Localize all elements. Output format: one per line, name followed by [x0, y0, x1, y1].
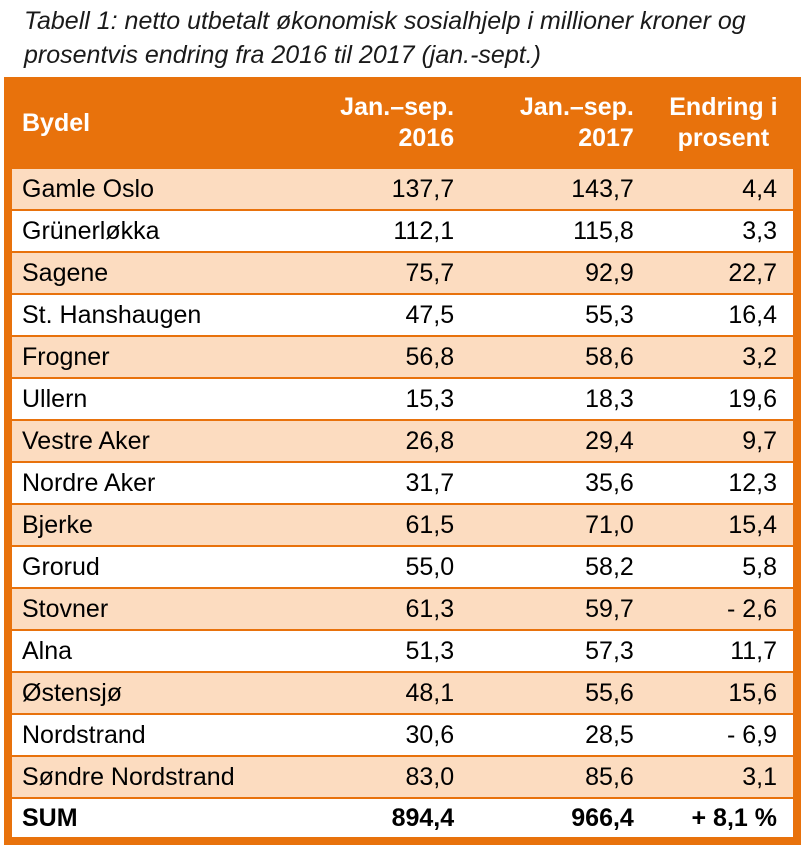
cell-2017: 55,3	[464, 295, 644, 337]
table-row: Grorud 55,0 58,2 5,8	[12, 547, 793, 589]
header-bydel-label: Bydel	[22, 108, 91, 137]
table-row: Vestre Aker 26,8 29,4 9,7	[12, 421, 793, 463]
header-change-line1: Endring i	[669, 93, 778, 121]
cell-2016: 47,5	[284, 295, 465, 337]
cell-change: 5,8	[643, 547, 793, 589]
cell-bydel: Grünerløkka	[12, 211, 285, 253]
cell-2017: 143,7	[464, 169, 644, 211]
cell-2016: 112,1	[284, 211, 465, 253]
table-caption: Tabell 1: netto utbetalt økonomisk sosia…	[24, 7, 746, 69]
table-row: Alna 51,3 57,3 11,7	[12, 631, 793, 673]
sosialhjelp-table: Bydel Jan.–sep. 2016 Jan.–sep. 2017 Endr…	[12, 77, 793, 837]
cell-2016: 48,1	[284, 673, 465, 715]
cell-2016: 61,3	[284, 589, 465, 631]
cell-2017: 85,6	[464, 757, 644, 799]
cell-2016: 83,0	[284, 757, 465, 799]
table-row: Østensjø 48,1 55,6 15,6	[12, 673, 793, 715]
sum-2016: 894,4	[284, 799, 465, 837]
cell-change: 19,6	[643, 379, 793, 421]
cell-change: 12,3	[643, 463, 793, 505]
cell-2016: 55,0	[284, 547, 465, 589]
cell-bydel: Østensjø	[12, 673, 285, 715]
header-2016-line1: Jan.–sep.	[340, 93, 455, 121]
cell-change: 3,1	[643, 757, 793, 799]
cell-change: 3,3	[643, 211, 793, 253]
cell-2016: 30,6	[284, 715, 465, 757]
table-row: Sagene 75,7 92,9 22,7	[12, 253, 793, 295]
cell-2017: 28,5	[464, 715, 644, 757]
cell-2016: 51,3	[284, 631, 465, 673]
cell-2017: 115,8	[464, 211, 644, 253]
header-bydel: Bydel	[12, 77, 284, 169]
cell-2017: 18,3	[464, 379, 644, 421]
cell-2016: 137,7	[284, 169, 465, 211]
cell-2016: 15,3	[284, 379, 465, 421]
table-row: Bjerke 61,5 71,0 15,4	[12, 505, 793, 547]
cell-2016: 61,5	[284, 505, 465, 547]
cell-change: 15,4	[643, 505, 793, 547]
header-2017-line2: 2017	[578, 124, 634, 152]
header-2017: Jan.–sep. 2017	[464, 77, 644, 169]
cell-change: 4,4	[643, 169, 793, 211]
cell-bydel: St. Hanshaugen	[12, 295, 285, 337]
cell-bydel: Grorud	[12, 547, 285, 589]
cell-change: 22,7	[643, 253, 793, 295]
cell-2017: 58,6	[464, 337, 644, 379]
cell-2017: 59,7	[464, 589, 644, 631]
cell-2016: 26,8	[284, 421, 465, 463]
cell-bydel: Søndre Nordstrand	[12, 757, 285, 799]
cell-change: 11,7	[643, 631, 793, 673]
cell-2017: 29,4	[464, 421, 644, 463]
cell-bydel: Nordre Aker	[12, 463, 285, 505]
cell-2017: 58,2	[464, 547, 644, 589]
table-body: Gamle Oslo 137,7 143,7 4,4 Grünerløkka 112,1 1…	[12, 169, 793, 799]
cell-bydel: Stovner	[12, 589, 285, 631]
table-row: Nordstrand 30,6 28,5- 6,9	[12, 715, 793, 757]
cell-bydel: Vestre Aker	[12, 421, 285, 463]
table-row: Ullern 15,3 18,3 19,6	[12, 379, 793, 421]
sum-2017: 966,4	[464, 799, 644, 837]
table-frame: Bydel Jan.–sep. 2016 Jan.–sep. 2017 Endr…	[4, 77, 801, 845]
header-change: Endring i prosent	[644, 77, 793, 169]
cell-2017: 92,9	[464, 253, 644, 295]
cell-change: 9,7	[643, 421, 793, 463]
cell-change: - 2,6	[643, 589, 793, 631]
cell-change: - 6,9	[643, 715, 793, 757]
cell-2017: 35,6	[464, 463, 644, 505]
table-header-row: Bydel Jan.–sep. 2016 Jan.–sep. 2017 Endr…	[12, 77, 793, 169]
cell-bydel: Bjerke	[12, 505, 285, 547]
sum-change: + 8,1 %	[643, 799, 793, 837]
cell-change: 16,4	[643, 295, 793, 337]
table-sum-row: SUM 894,4 966,4 + 8,1 %	[12, 799, 793, 837]
table-row: Gamle Oslo 137,7 143,7 4,4	[12, 169, 793, 211]
cell-bydel: Sagene	[12, 253, 285, 295]
cell-2017: 57,3	[464, 631, 644, 673]
table-row: St. Hanshaugen 47,5 55,3 16,4	[12, 295, 793, 337]
cell-bydel: Alna	[12, 631, 285, 673]
cell-2016: 75,7	[284, 253, 465, 295]
header-2017-line1: Jan.–sep.	[519, 93, 634, 121]
table-row: Grünerløkka 112,1 115,8 3,3	[12, 211, 793, 253]
cell-2017: 55,6	[464, 673, 644, 715]
cell-2016: 31,7	[284, 463, 465, 505]
cell-2017: 71,0	[464, 505, 644, 547]
header-2016: Jan.–sep. 2016	[284, 77, 464, 169]
cell-2016: 56,8	[284, 337, 465, 379]
cell-bydel: Gamle Oslo	[12, 169, 285, 211]
header-2016-line2: 2016	[398, 124, 455, 152]
cell-bydel: Ullern	[12, 379, 285, 421]
table-row: Søndre Nordstrand 83,0 85,6 3,1	[12, 757, 793, 799]
cell-bydel: Nordstrand	[12, 715, 285, 757]
header-change-line2: prosent	[677, 124, 770, 152]
table-row: Stovner 61,3 59,7- 2,6	[12, 589, 793, 631]
cell-bydel: Frogner	[12, 337, 285, 379]
table-row: Frogner 56,8 58,6 3,2	[12, 337, 793, 379]
cell-change: 15,6	[643, 673, 793, 715]
sum-label: SUM	[12, 799, 285, 837]
table-row: Nordre Aker 31,7 35,6 12,3	[12, 463, 793, 505]
cell-change: 3,2	[643, 337, 793, 379]
